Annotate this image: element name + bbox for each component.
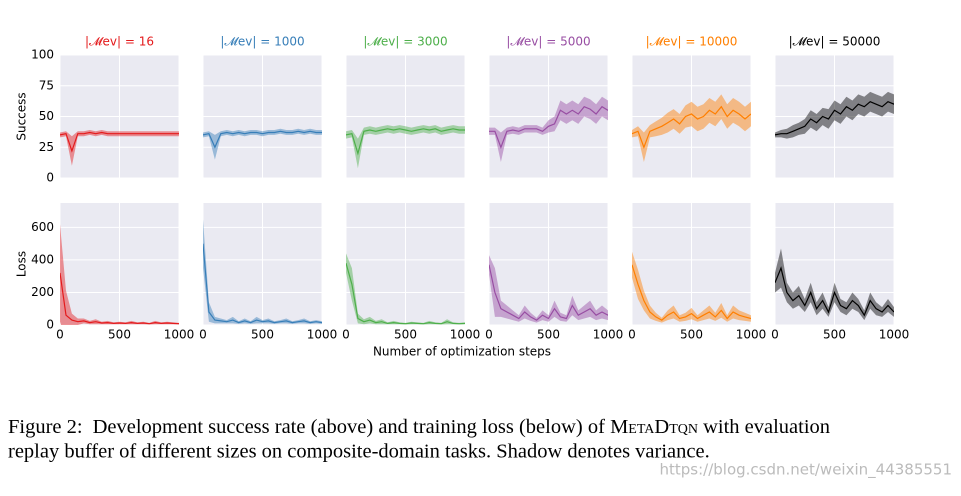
caption-line: Figure 2: Development success rate (above… <box>8 416 830 438</box>
x-tick-label: 0 <box>628 328 636 342</box>
caption-name: MetaDtqn <box>610 416 698 438</box>
x-tick-label: 1000 <box>736 328 767 342</box>
x-tick-label: 1000 <box>450 328 481 342</box>
caption-text: with evaluation <box>698 416 830 438</box>
caption-label: Figure 2: <box>8 416 83 438</box>
mean-line <box>346 263 465 325</box>
panel-title: |𝓜ev| = 3000 <box>363 35 447 49</box>
panel-title: |𝓜ev| = 1000 <box>220 35 304 49</box>
variance-band <box>489 96 608 162</box>
x-tick-label: 0 <box>199 328 207 342</box>
panel-title: |𝓜ev| = 16 <box>85 35 154 49</box>
mean-line <box>489 105 608 150</box>
panel-title: |𝓜ev| = 50000 <box>789 35 881 49</box>
panel-title: |𝓜ev| = 10000 <box>646 35 738 49</box>
watermark: https://blog.csdn.net/weixin_44385551 <box>659 461 952 480</box>
variance-band <box>632 94 751 162</box>
mean-line <box>60 131 179 153</box>
x-tick-label: 0 <box>56 328 64 342</box>
x-tick-label: 500 <box>680 328 703 342</box>
mean-line <box>632 105 751 150</box>
variance-band <box>632 251 751 323</box>
mean-line <box>775 266 894 317</box>
y-tick-label: 0 <box>46 171 54 185</box>
y-axis-label: Loss <box>15 251 29 277</box>
x-tick-label: 500 <box>251 328 274 342</box>
y-tick-label: 75 <box>39 78 54 92</box>
mean-line <box>203 130 322 149</box>
x-tick-label: 0 <box>771 328 779 342</box>
y-tick-label: 400 <box>31 252 54 266</box>
mean-line <box>203 243 322 324</box>
variance-band <box>60 224 179 325</box>
variance-band <box>775 248 894 321</box>
x-tick-label: 500 <box>394 328 417 342</box>
y-tick-label: 100 <box>31 48 54 62</box>
x-tick-label: 500 <box>537 328 560 342</box>
x-tick-label: 500 <box>823 328 846 342</box>
mean-line <box>346 128 465 156</box>
y-tick-label: 50 <box>39 109 54 123</box>
x-tick-label: 0 <box>485 328 493 342</box>
x-tick-label: 1000 <box>593 328 624 342</box>
x-tick-label: 0 <box>342 328 350 342</box>
x-tick-label: 1000 <box>164 328 195 342</box>
y-tick-label: 0 <box>46 318 54 332</box>
panel-title: |𝓜ev| = 5000 <box>506 35 590 49</box>
y-tick-label: 25 <box>39 140 54 154</box>
y-tick-label: 600 <box>31 220 54 234</box>
mean-line <box>60 272 179 325</box>
x-tick-label: 500 <box>108 328 131 342</box>
y-axis-label: Success <box>15 92 29 140</box>
mean-line <box>489 264 608 321</box>
caption-line: replay buffer of different sizes on comp… <box>8 441 710 463</box>
caption-text: Development success rate (above) and tra… <box>93 416 610 438</box>
x-axis-label: Number of optimization steps <box>373 345 551 359</box>
mean-line <box>775 101 894 136</box>
x-tick-label: 1000 <box>307 328 338 342</box>
y-tick-label: 200 <box>31 285 54 299</box>
mean-line <box>632 264 751 321</box>
x-tick-label: 1000 <box>879 328 910 342</box>
